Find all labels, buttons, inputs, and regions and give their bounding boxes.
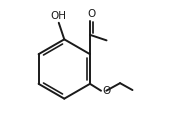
Text: O: O [87, 9, 96, 19]
Text: O: O [103, 86, 111, 96]
Text: OH: OH [51, 11, 67, 21]
